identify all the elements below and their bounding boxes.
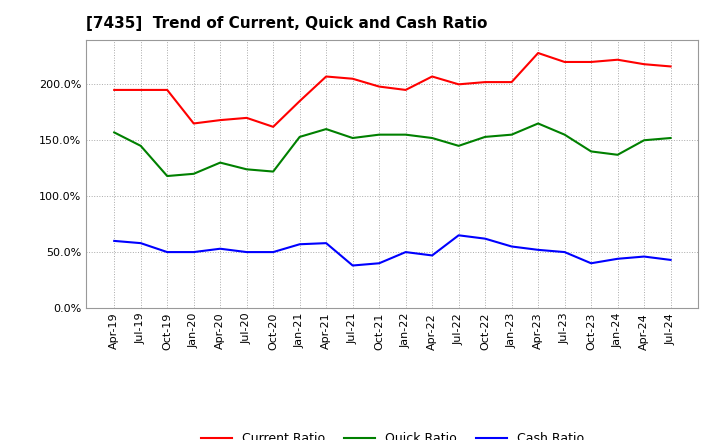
Cash Ratio xyxy=(640,254,649,259)
Cash Ratio xyxy=(269,249,277,255)
Current Ratio xyxy=(269,124,277,129)
Quick Ratio xyxy=(508,132,516,137)
Quick Ratio xyxy=(666,136,675,141)
Quick Ratio xyxy=(216,160,225,165)
Current Ratio xyxy=(666,64,675,69)
Current Ratio xyxy=(189,121,198,126)
Current Ratio xyxy=(216,117,225,123)
Quick Ratio xyxy=(322,126,330,132)
Quick Ratio xyxy=(136,143,145,148)
Cash Ratio xyxy=(110,238,119,244)
Text: [7435]  Trend of Current, Quick and Cash Ratio: [7435] Trend of Current, Quick and Cash … xyxy=(86,16,487,32)
Current Ratio xyxy=(640,62,649,67)
Current Ratio xyxy=(110,87,119,92)
Cash Ratio xyxy=(481,236,490,241)
Current Ratio xyxy=(375,84,384,89)
Quick Ratio xyxy=(534,121,542,126)
Cash Ratio xyxy=(454,233,463,238)
Current Ratio xyxy=(243,115,251,121)
Cash Ratio xyxy=(401,249,410,255)
Legend: Current Ratio, Quick Ratio, Cash Ratio: Current Ratio, Quick Ratio, Cash Ratio xyxy=(196,427,589,440)
Quick Ratio xyxy=(640,138,649,143)
Current Ratio xyxy=(560,59,569,65)
Cash Ratio xyxy=(243,249,251,255)
Cash Ratio xyxy=(295,242,304,247)
Quick Ratio xyxy=(428,136,436,141)
Current Ratio xyxy=(534,50,542,55)
Cash Ratio xyxy=(587,260,595,266)
Line: Cash Ratio: Cash Ratio xyxy=(114,235,670,265)
Quick Ratio xyxy=(243,167,251,172)
Current Ratio xyxy=(295,99,304,104)
Quick Ratio xyxy=(295,134,304,139)
Quick Ratio xyxy=(348,136,357,141)
Quick Ratio xyxy=(560,132,569,137)
Cash Ratio xyxy=(428,253,436,258)
Current Ratio xyxy=(136,87,145,92)
Quick Ratio xyxy=(613,152,622,158)
Current Ratio xyxy=(481,80,490,85)
Cash Ratio xyxy=(560,249,569,255)
Current Ratio xyxy=(587,59,595,65)
Line: Current Ratio: Current Ratio xyxy=(114,53,670,127)
Current Ratio xyxy=(613,57,622,62)
Quick Ratio xyxy=(110,130,119,135)
Current Ratio xyxy=(401,87,410,92)
Cash Ratio xyxy=(322,241,330,246)
Quick Ratio xyxy=(587,149,595,154)
Cash Ratio xyxy=(666,257,675,263)
Current Ratio xyxy=(163,87,171,92)
Quick Ratio xyxy=(454,143,463,148)
Current Ratio xyxy=(428,74,436,79)
Quick Ratio xyxy=(269,169,277,174)
Cash Ratio xyxy=(508,244,516,249)
Quick Ratio xyxy=(163,173,171,179)
Cash Ratio xyxy=(216,246,225,251)
Current Ratio xyxy=(322,74,330,79)
Cash Ratio xyxy=(534,247,542,253)
Current Ratio xyxy=(508,80,516,85)
Cash Ratio xyxy=(348,263,357,268)
Quick Ratio xyxy=(189,171,198,176)
Cash Ratio xyxy=(163,249,171,255)
Cash Ratio xyxy=(375,260,384,266)
Current Ratio xyxy=(454,82,463,87)
Quick Ratio xyxy=(481,134,490,139)
Quick Ratio xyxy=(375,132,384,137)
Quick Ratio xyxy=(401,132,410,137)
Current Ratio xyxy=(348,76,357,81)
Line: Quick Ratio: Quick Ratio xyxy=(114,124,670,176)
Cash Ratio xyxy=(613,256,622,261)
Cash Ratio xyxy=(189,249,198,255)
Cash Ratio xyxy=(136,241,145,246)
